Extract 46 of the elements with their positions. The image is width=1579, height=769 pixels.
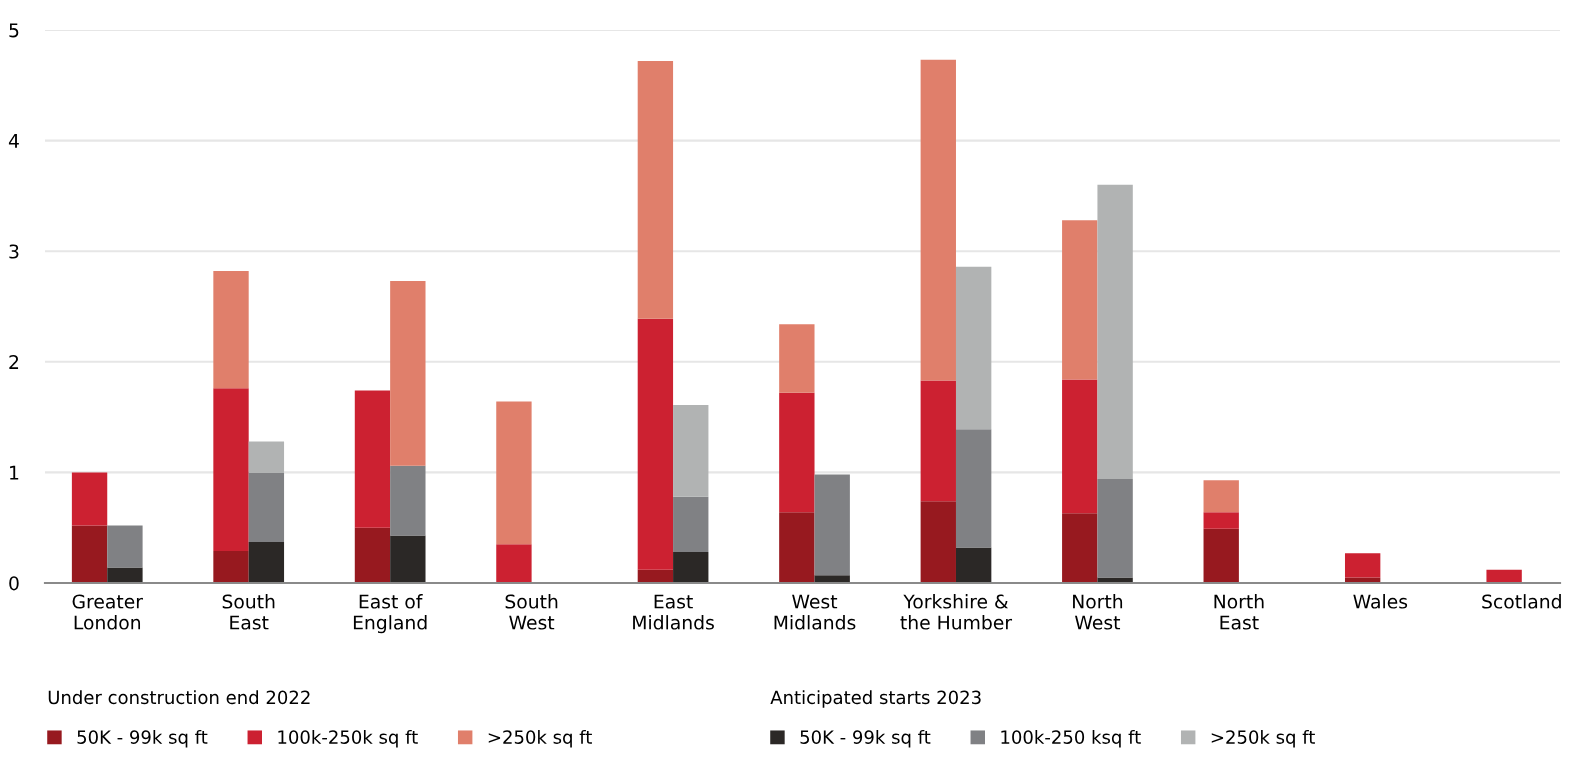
y-tick-label: 3 xyxy=(9,244,19,259)
legend-label: >250k sq ft xyxy=(1211,729,1315,748)
x-tick-label: North West xyxy=(1073,594,1123,630)
y-tick-label: 0 xyxy=(9,576,19,591)
x-tick-label: West Midlands xyxy=(774,594,856,630)
bar xyxy=(248,441,285,473)
y-tick-label: 1 xyxy=(10,465,19,480)
bar xyxy=(1203,512,1239,529)
x-tick-label: East Midlands xyxy=(633,594,714,630)
bar xyxy=(1097,577,1133,583)
bar xyxy=(496,401,532,545)
x-tick-label: Scotland xyxy=(1482,594,1561,609)
bar xyxy=(496,544,532,583)
x-tick-label: South West xyxy=(505,594,558,630)
x-tick-label: East of England xyxy=(353,594,427,634)
bar xyxy=(107,567,143,583)
bar xyxy=(673,552,709,583)
bar xyxy=(213,388,249,551)
bar xyxy=(1203,528,1239,583)
y-tick-label: 2 xyxy=(9,355,19,369)
x-tick-label: Wales xyxy=(1353,594,1408,609)
y-tick-label: 4 xyxy=(8,134,19,148)
bar xyxy=(673,496,709,553)
bar xyxy=(779,324,815,393)
legend-label: 100k-250 ksq ft xyxy=(1001,729,1141,748)
legend-label: >250k sq ft xyxy=(488,729,592,748)
bar xyxy=(1486,569,1522,583)
legend-label: 50K - 99k sq ft xyxy=(77,729,208,748)
bar xyxy=(390,281,426,466)
legend-title: Under construction end 2022 xyxy=(48,690,310,705)
x-tick-label: North East xyxy=(1214,594,1264,630)
legend-title: Anticipated starts 2023 xyxy=(770,690,981,708)
y-tick-label: 5 xyxy=(9,23,19,38)
bar xyxy=(637,318,674,570)
legend-label: 100k-250k sq ft xyxy=(278,729,418,748)
bar xyxy=(920,59,956,381)
bar xyxy=(1203,480,1239,513)
legend-label: 50K - 99k sq ft xyxy=(800,729,931,748)
bar xyxy=(213,271,249,389)
bar xyxy=(71,472,108,526)
x-tick-label: Yorkshire & the Humber xyxy=(900,594,1013,630)
bar xyxy=(1344,553,1381,578)
x-tick-label: Greater London xyxy=(72,594,143,630)
x-tick-label: South East xyxy=(222,594,275,630)
bar xyxy=(637,60,674,319)
bar xyxy=(779,392,815,513)
